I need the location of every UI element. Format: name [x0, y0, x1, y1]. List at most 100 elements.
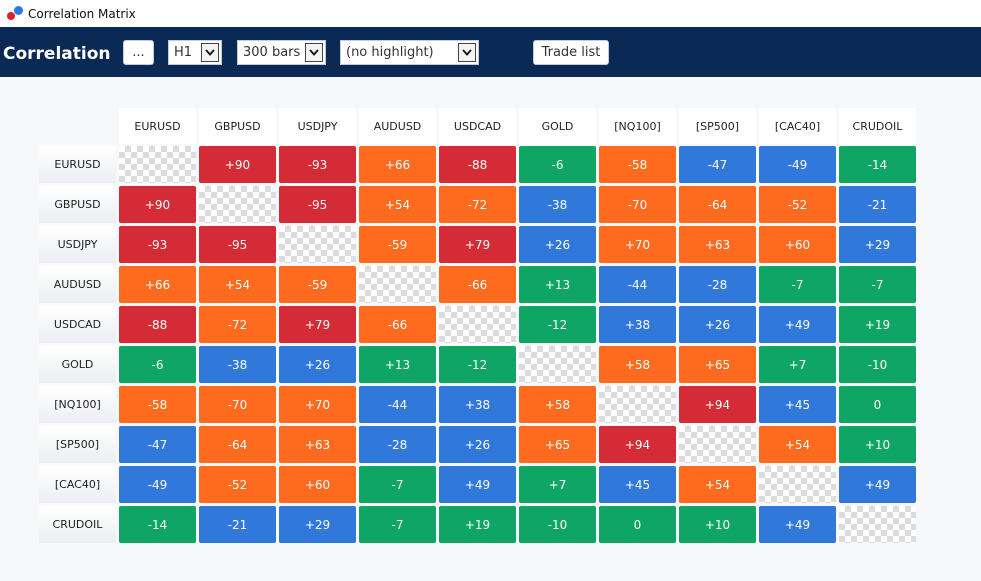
highlight-select[interactable]: (no highlight) [340, 40, 479, 65]
matrix-cell[interactable]: +90 [199, 146, 276, 183]
matrix-cell[interactable]: +10 [839, 426, 916, 463]
matrix-cell[interactable]: -88 [439, 146, 516, 183]
matrix-cell[interactable]: -66 [439, 266, 516, 303]
matrix-cell[interactable]: 0 [599, 506, 676, 543]
matrix-cell[interactable]: -59 [279, 266, 356, 303]
matrix-cell[interactable]: +66 [359, 146, 436, 183]
matrix-cell[interactable]: +70 [279, 386, 356, 423]
matrix-cell[interactable]: -44 [599, 266, 676, 303]
row-header: [SP500] [39, 426, 116, 463]
matrix-cell[interactable]: +26 [439, 426, 516, 463]
matrix-cell[interactable]: -52 [199, 466, 276, 503]
matrix-cell[interactable]: +54 [679, 466, 756, 503]
matrix-cell[interactable]: -6 [519, 146, 596, 183]
matrix-cell[interactable]: -72 [439, 186, 516, 223]
matrix-cell[interactable]: -64 [679, 186, 756, 223]
matrix-cell[interactable]: +49 [759, 306, 836, 343]
timeframe-select[interactable]: H1 [168, 40, 222, 65]
matrix-cell[interactable]: -95 [279, 186, 356, 223]
matrix-cell[interactable]: +58 [519, 386, 596, 423]
matrix-cell[interactable]: -88 [119, 306, 196, 343]
matrix-cell[interactable]: -58 [119, 386, 196, 423]
matrix-cell[interactable]: -14 [119, 506, 196, 543]
matrix-cell[interactable]: -93 [119, 226, 196, 263]
matrix-cell[interactable]: -28 [679, 266, 756, 303]
matrix-cell[interactable]: -49 [119, 466, 196, 503]
matrix-cell[interactable]: +66 [119, 266, 196, 303]
matrix-cell[interactable]: -6 [119, 346, 196, 383]
matrix-cell[interactable]: +70 [599, 226, 676, 263]
matrix-cell[interactable]: -10 [519, 506, 596, 543]
matrix-cell[interactable]: +54 [199, 266, 276, 303]
matrix-cell[interactable]: -93 [279, 146, 356, 183]
matrix-cell[interactable]: +63 [679, 226, 756, 263]
matrix-cell[interactable]: -38 [199, 346, 276, 383]
matrix-cell[interactable]: -59 [359, 226, 436, 263]
column-header: [SP500] [679, 108, 756, 144]
matrix-cell[interactable]: -10 [839, 346, 916, 383]
matrix-cell[interactable]: +94 [599, 426, 676, 463]
matrix-cell[interactable]: -70 [199, 386, 276, 423]
matrix-cell[interactable]: -21 [839, 186, 916, 223]
matrix-cell[interactable]: +26 [279, 346, 356, 383]
matrix-cell[interactable]: -44 [359, 386, 436, 423]
matrix-cell[interactable]: +38 [439, 386, 516, 423]
matrix-cell[interactable]: +19 [439, 506, 516, 543]
matrix-cell[interactable]: -7 [359, 466, 436, 503]
matrix-cell[interactable]: +54 [359, 186, 436, 223]
matrix-cell[interactable]: +58 [599, 346, 676, 383]
matrix-cell[interactable]: -64 [199, 426, 276, 463]
matrix-cell[interactable]: -12 [519, 306, 596, 343]
matrix-cell[interactable]: +13 [519, 266, 596, 303]
matrix-cell[interactable]: +49 [759, 506, 836, 543]
matrix-cell[interactable]: +13 [359, 346, 436, 383]
matrix-cell[interactable]: +63 [279, 426, 356, 463]
matrix-cell[interactable]: +38 [599, 306, 676, 343]
matrix-cell[interactable]: +90 [119, 186, 196, 223]
matrix-cell[interactable]: -7 [759, 266, 836, 303]
matrix-cell[interactable]: -7 [359, 506, 436, 543]
matrix-cell[interactable]: -12 [439, 346, 516, 383]
matrix-cell[interactable]: -72 [199, 306, 276, 343]
matrix-cell[interactable]: +26 [679, 306, 756, 343]
matrix-cell[interactable]: +19 [839, 306, 916, 343]
matrix-cell[interactable]: -21 [199, 506, 276, 543]
matrix-cell[interactable]: +49 [439, 466, 516, 503]
matrix-cell[interactable]: +60 [279, 466, 356, 503]
matrix-cell[interactable]: +45 [599, 466, 676, 503]
matrix-cell[interactable]: +94 [679, 386, 756, 423]
matrix-cell[interactable]: +45 [759, 386, 836, 423]
trade-list-button[interactable]: Trade list [533, 40, 609, 65]
matrix-cell[interactable]: +49 [839, 466, 916, 503]
matrix-cell[interactable]: +26 [519, 226, 596, 263]
matrix-cell[interactable]: +29 [279, 506, 356, 543]
matrix-cell[interactable]: -7 [839, 266, 916, 303]
matrix-cell[interactable]: +7 [519, 466, 596, 503]
matrix-cell[interactable]: +79 [439, 226, 516, 263]
content-area: EURUSD GBPUSD USDJPY AUDUSD USDCAD GOLD [NQ100… [0, 77, 981, 581]
matrix-cell[interactable]: -38 [519, 186, 596, 223]
more-button[interactable]: ... [123, 40, 154, 65]
matrix-cell[interactable]: 0 [839, 386, 916, 423]
matrix-cell[interactable]: +79 [279, 306, 356, 343]
matrix-cell[interactable]: +54 [759, 426, 836, 463]
row-header: AUDUSD [39, 266, 116, 303]
matrix-cell[interactable]: -52 [759, 186, 836, 223]
matrix-cell[interactable]: +65 [519, 426, 596, 463]
matrix-cell[interactable]: +65 [679, 346, 756, 383]
matrix-cell[interactable]: -95 [199, 226, 276, 263]
matrix-cell[interactable]: -14 [839, 146, 916, 183]
matrix-cell[interactable]: -47 [119, 426, 196, 463]
matrix-cell[interactable]: -47 [679, 146, 756, 183]
matrix-cell[interactable]: -70 [599, 186, 676, 223]
matrix-cell[interactable]: +29 [839, 226, 916, 263]
matrix-cell[interactable]: -49 [759, 146, 836, 183]
matrix-cell[interactable]: -28 [359, 426, 436, 463]
matrix-cell[interactable]: -66 [359, 306, 436, 343]
matrix-cell[interactable]: +60 [759, 226, 836, 263]
matrix-cell[interactable]: -58 [599, 146, 676, 183]
column-header: [NQ100] [599, 108, 676, 144]
matrix-cell[interactable]: +10 [679, 506, 756, 543]
matrix-cell[interactable]: +7 [759, 346, 836, 383]
bars-select[interactable]: 300 bars [237, 40, 326, 65]
